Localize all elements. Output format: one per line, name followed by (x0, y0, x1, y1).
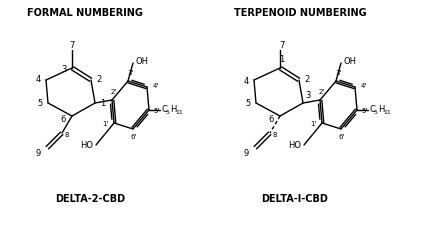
Text: 5: 5 (374, 110, 378, 114)
Text: 3: 3 (61, 65, 67, 73)
Text: TERPENOID NUMBERING: TERPENOID NUMBERING (234, 8, 366, 18)
Text: HO: HO (80, 141, 93, 151)
Text: 2: 2 (97, 75, 101, 83)
Text: C: C (369, 106, 375, 114)
Text: 4: 4 (35, 75, 40, 85)
Text: OH: OH (344, 58, 357, 66)
Text: 11: 11 (383, 110, 391, 114)
Text: 6': 6' (131, 134, 137, 140)
Text: 5: 5 (245, 99, 251, 107)
Text: 3': 3' (128, 70, 134, 76)
Text: 2': 2' (319, 89, 325, 95)
Text: 6: 6 (268, 114, 274, 123)
Text: 2: 2 (304, 75, 310, 83)
Text: DELTA-I-CBD: DELTA-I-CBD (262, 194, 328, 204)
Text: 1: 1 (279, 55, 285, 65)
Text: 8: 8 (65, 132, 69, 138)
Text: 5': 5' (362, 108, 368, 114)
Text: 1': 1' (310, 121, 316, 127)
Text: 6': 6' (339, 134, 345, 140)
Text: H: H (170, 106, 176, 114)
Text: 7: 7 (69, 41, 75, 49)
Text: 4: 4 (243, 78, 249, 86)
Text: 6: 6 (61, 114, 66, 123)
Text: 5: 5 (166, 110, 170, 114)
Text: 9: 9 (243, 148, 249, 158)
Text: 3: 3 (305, 92, 311, 100)
Text: 2': 2' (111, 89, 117, 95)
Text: HO: HO (288, 141, 301, 151)
Text: C: C (161, 106, 167, 114)
Text: 5: 5 (37, 99, 43, 107)
Text: 8: 8 (273, 132, 277, 138)
Text: 1': 1' (102, 121, 108, 127)
Text: 9: 9 (35, 148, 40, 158)
Text: 1: 1 (101, 99, 105, 107)
Text: 11: 11 (175, 110, 183, 114)
Text: OH: OH (136, 58, 149, 66)
Text: 7: 7 (279, 41, 285, 49)
Text: FORMAL NUMBERING: FORMAL NUMBERING (27, 8, 143, 18)
Text: 4': 4' (361, 83, 367, 89)
Text: 3': 3' (336, 70, 342, 76)
Text: DELTA-2-CBD: DELTA-2-CBD (55, 194, 125, 204)
Text: 5': 5' (154, 108, 160, 114)
Text: H: H (378, 106, 384, 114)
Text: 4': 4' (153, 83, 159, 89)
